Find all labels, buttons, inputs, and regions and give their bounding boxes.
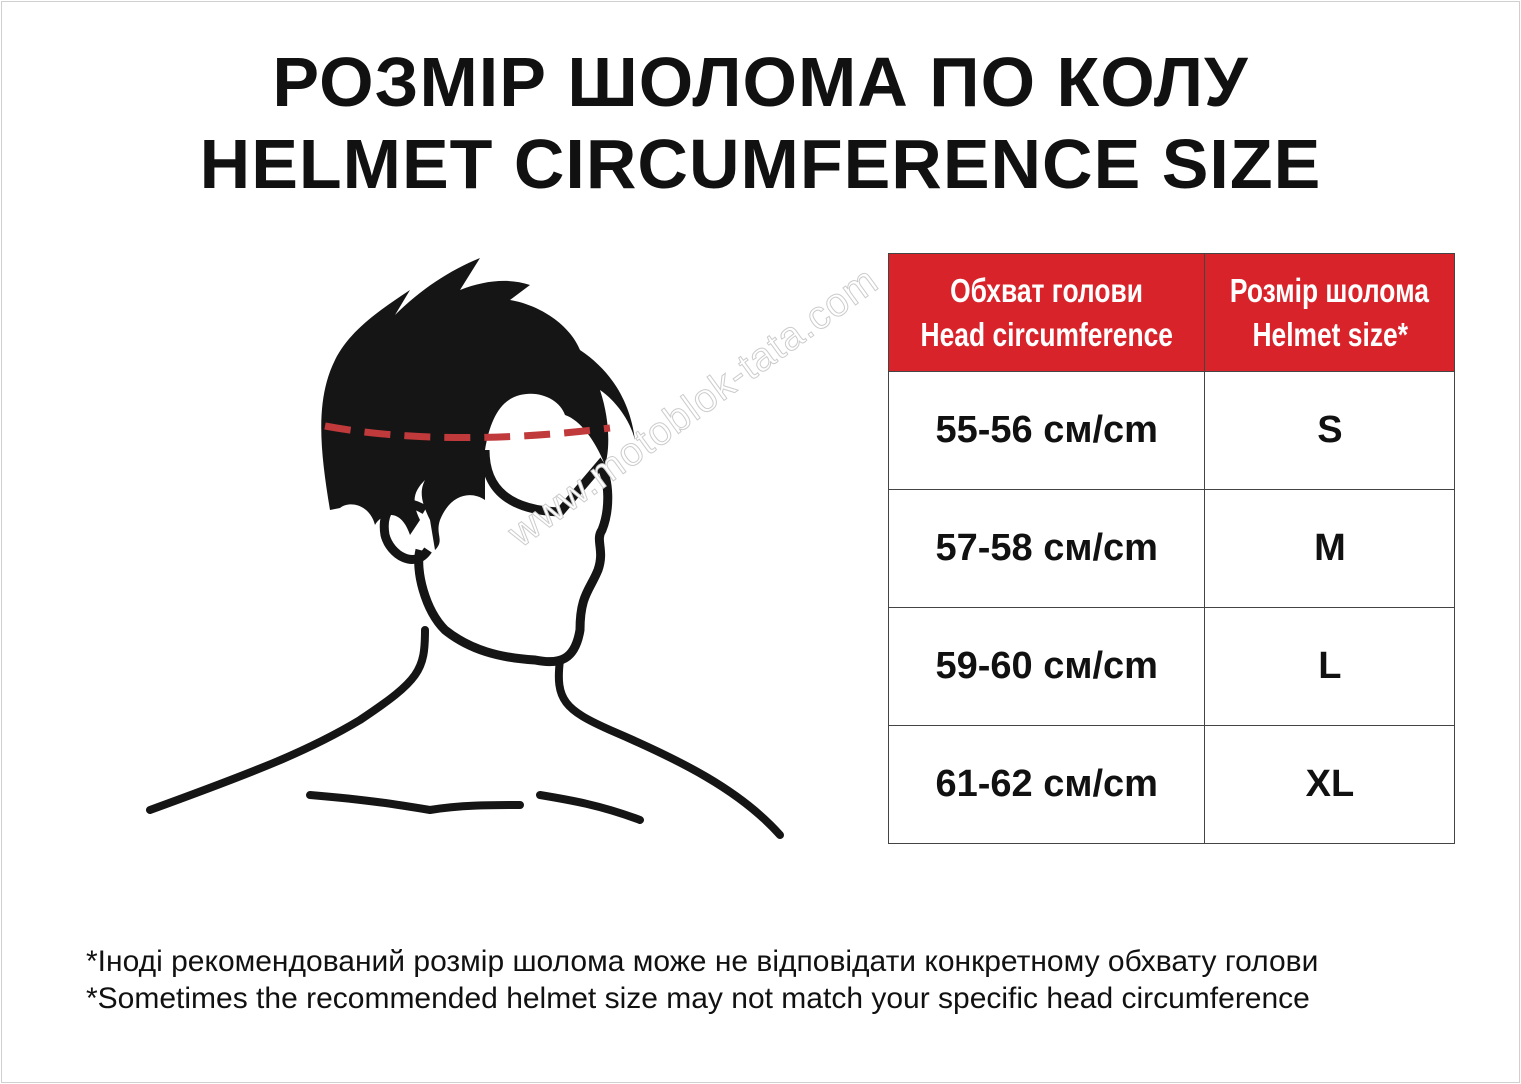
circumference-cell: 55-56 см/cm [887,371,1206,490]
circumference-cell: 57-58 см/cm [887,489,1206,608]
hair [321,258,635,550]
head-illustration [146,258,784,839]
footnote-en: *Sometimes the recommended helmet size m… [86,982,1310,1015]
neck-and-shoulders [146,626,784,839]
circumference-cell: 59-60 см/cm [887,607,1206,726]
face-outline [414,449,613,667]
header-en: Helmet size* [1252,315,1408,353]
table-row: 61-62 см/cm XL [887,725,1456,844]
circumference-cell: 61-62 см/cm [887,725,1206,844]
header-en: Head circumference [920,315,1173,353]
header-ua: Розмір шолома [1230,271,1430,309]
size-cell: L [1204,607,1456,726]
table-row: 55-56 см/cm S [887,371,1456,490]
size-table: Обхват голови Head circumference Розмір ш… [887,253,1456,844]
measurement-line [324,422,611,442]
header-head-circumference: Обхват голови Head circumference [887,253,1206,372]
size-cell: S [1204,371,1456,490]
size-cell: XL [1204,725,1456,844]
header-ua: Обхват голови [950,271,1144,309]
title-en: HELMET CIRCUMFERENCE SIZE [199,125,1322,203]
footnote-ua: *Іноді рекомендований розмір шолома може… [86,945,1319,978]
size-cell: M [1204,489,1456,608]
header-helmet-size: Розмір шолома Helmet size* [1204,253,1456,372]
table-row: 59-60 см/cm L [887,607,1456,726]
table-header-row: Обхват голови Head circumference Розмір ш… [887,253,1456,372]
ear [379,498,432,564]
table-row: 57-58 см/cm M [887,489,1456,608]
title-ua: РОЗМІР ШОЛОМА ПО КОЛУ [272,43,1249,121]
